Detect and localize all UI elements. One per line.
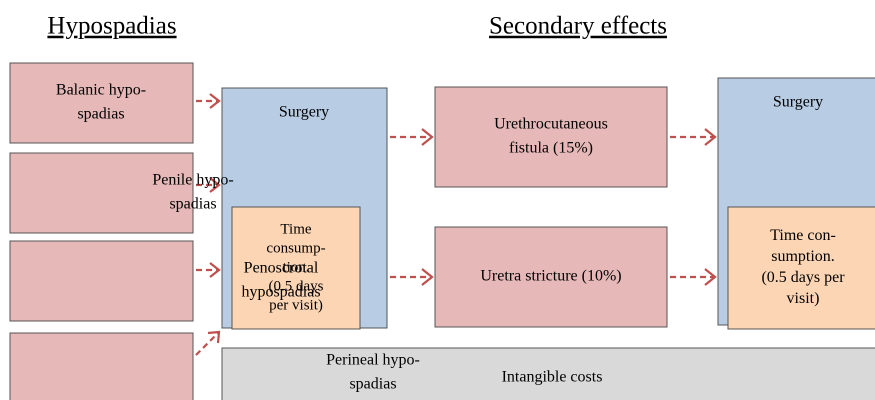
node-label: consump- (266, 240, 325, 256)
node-label: Urethrocutaneous (494, 116, 608, 133)
node-label: per visit) (269, 297, 323, 313)
node-label: tion. (282, 259, 309, 275)
box (231, 206, 361, 330)
box (9, 332, 194, 400)
node-label: (0.5 days per (761, 269, 845, 286)
node-label: Uretra stricture (10%) (480, 268, 621, 285)
header: Secondary effects (489, 13, 667, 40)
node-label: (0.5 days (269, 278, 324, 294)
node-label: Penile hypo- (152, 172, 233, 189)
box (9, 240, 194, 322)
node-label: spadias (77, 106, 124, 123)
node-label: Surgery (773, 94, 823, 111)
node-label: visit) (787, 290, 820, 307)
header: Hypospadias (47, 13, 176, 40)
node-label: spadias (169, 196, 216, 213)
box (9, 62, 194, 144)
node-label: spadias (349, 376, 396, 393)
node-label: Intangible costs (502, 369, 603, 386)
node-label: Penoscrotal (244, 260, 319, 277)
node-label: Perineal hypo- (326, 352, 420, 369)
box (221, 347, 875, 400)
arrows (195, 93, 717, 356)
box (727, 206, 875, 330)
node-label: hypospadias (241, 284, 320, 301)
node-label: Time con- (770, 227, 836, 244)
node-label: Surgery (279, 104, 329, 121)
node-label: fistula (15%) (509, 140, 593, 157)
node-label: Balanic hypo- (56, 82, 146, 99)
box (434, 86, 668, 188)
box (434, 226, 668, 328)
node-label: sumption. (771, 248, 835, 265)
node-label: Time (280, 221, 311, 237)
box (9, 152, 194, 234)
